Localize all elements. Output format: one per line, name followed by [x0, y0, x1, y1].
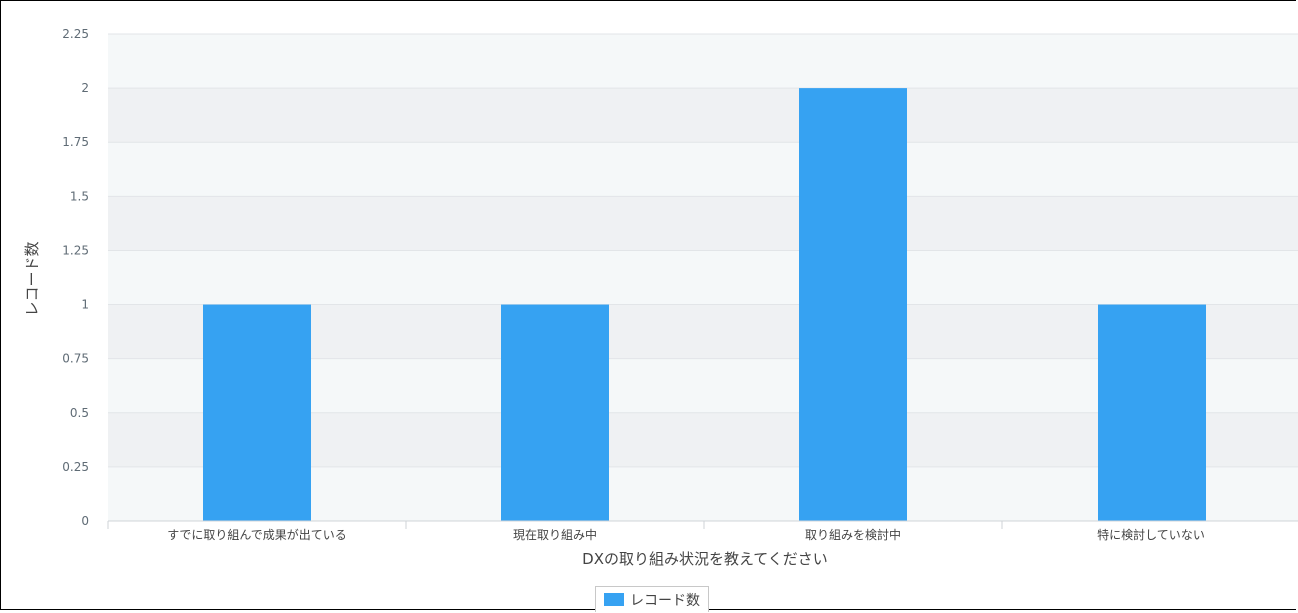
legend-label: レコード数: [630, 592, 700, 609]
y-tick-label: 1.5: [70, 189, 89, 203]
y-tick-label: 0.5: [70, 406, 89, 420]
grid-band: [108, 196, 1298, 251]
grid-band: [108, 88, 1298, 143]
y-tick-label: 2: [81, 81, 89, 95]
bar[interactable]: [799, 88, 907, 521]
legend-swatch: [604, 593, 624, 606]
x-tick-label: 取り組みを検討中: [805, 527, 901, 542]
x-axis-title: DXの取り組み状況を教えてください: [582, 550, 828, 568]
y-tick-label: 2.25: [62, 27, 89, 41]
y-axis-title: レコード数: [23, 241, 41, 316]
bars: [203, 88, 1206, 521]
y-tick-label: 1.75: [62, 135, 89, 149]
y-tick-label: 1: [81, 298, 89, 312]
y-tick-label: 0: [81, 514, 89, 528]
x-tick-label: すでに取り組んで成果が出ている: [167, 527, 347, 542]
x-axis: すでに取り組んで成果が出ている 現在取り組み中 取り組みを検討中 特に検討していない: [107, 520, 1298, 542]
y-tick-label: 0.75: [62, 352, 89, 366]
y-tick-label: 0.25: [62, 460, 89, 474]
grid-band: [108, 142, 1298, 197]
y-axis-ticks: 0 0.25 0.5 0.75 1 1.25 1.5 1.75 2 2.25: [62, 27, 89, 528]
x-tick-label: 現在取り組み中: [513, 527, 597, 542]
legend[interactable]: レコード数: [595, 586, 709, 612]
bar[interactable]: [203, 304, 311, 521]
grid-band: [108, 34, 1298, 89]
y-tick-label: 1.25: [62, 243, 89, 257]
bar[interactable]: [501, 304, 609, 521]
grid-band: [108, 250, 1298, 305]
bar[interactable]: [1098, 304, 1206, 521]
x-tick-label: 特に検討していない: [1097, 527, 1205, 542]
